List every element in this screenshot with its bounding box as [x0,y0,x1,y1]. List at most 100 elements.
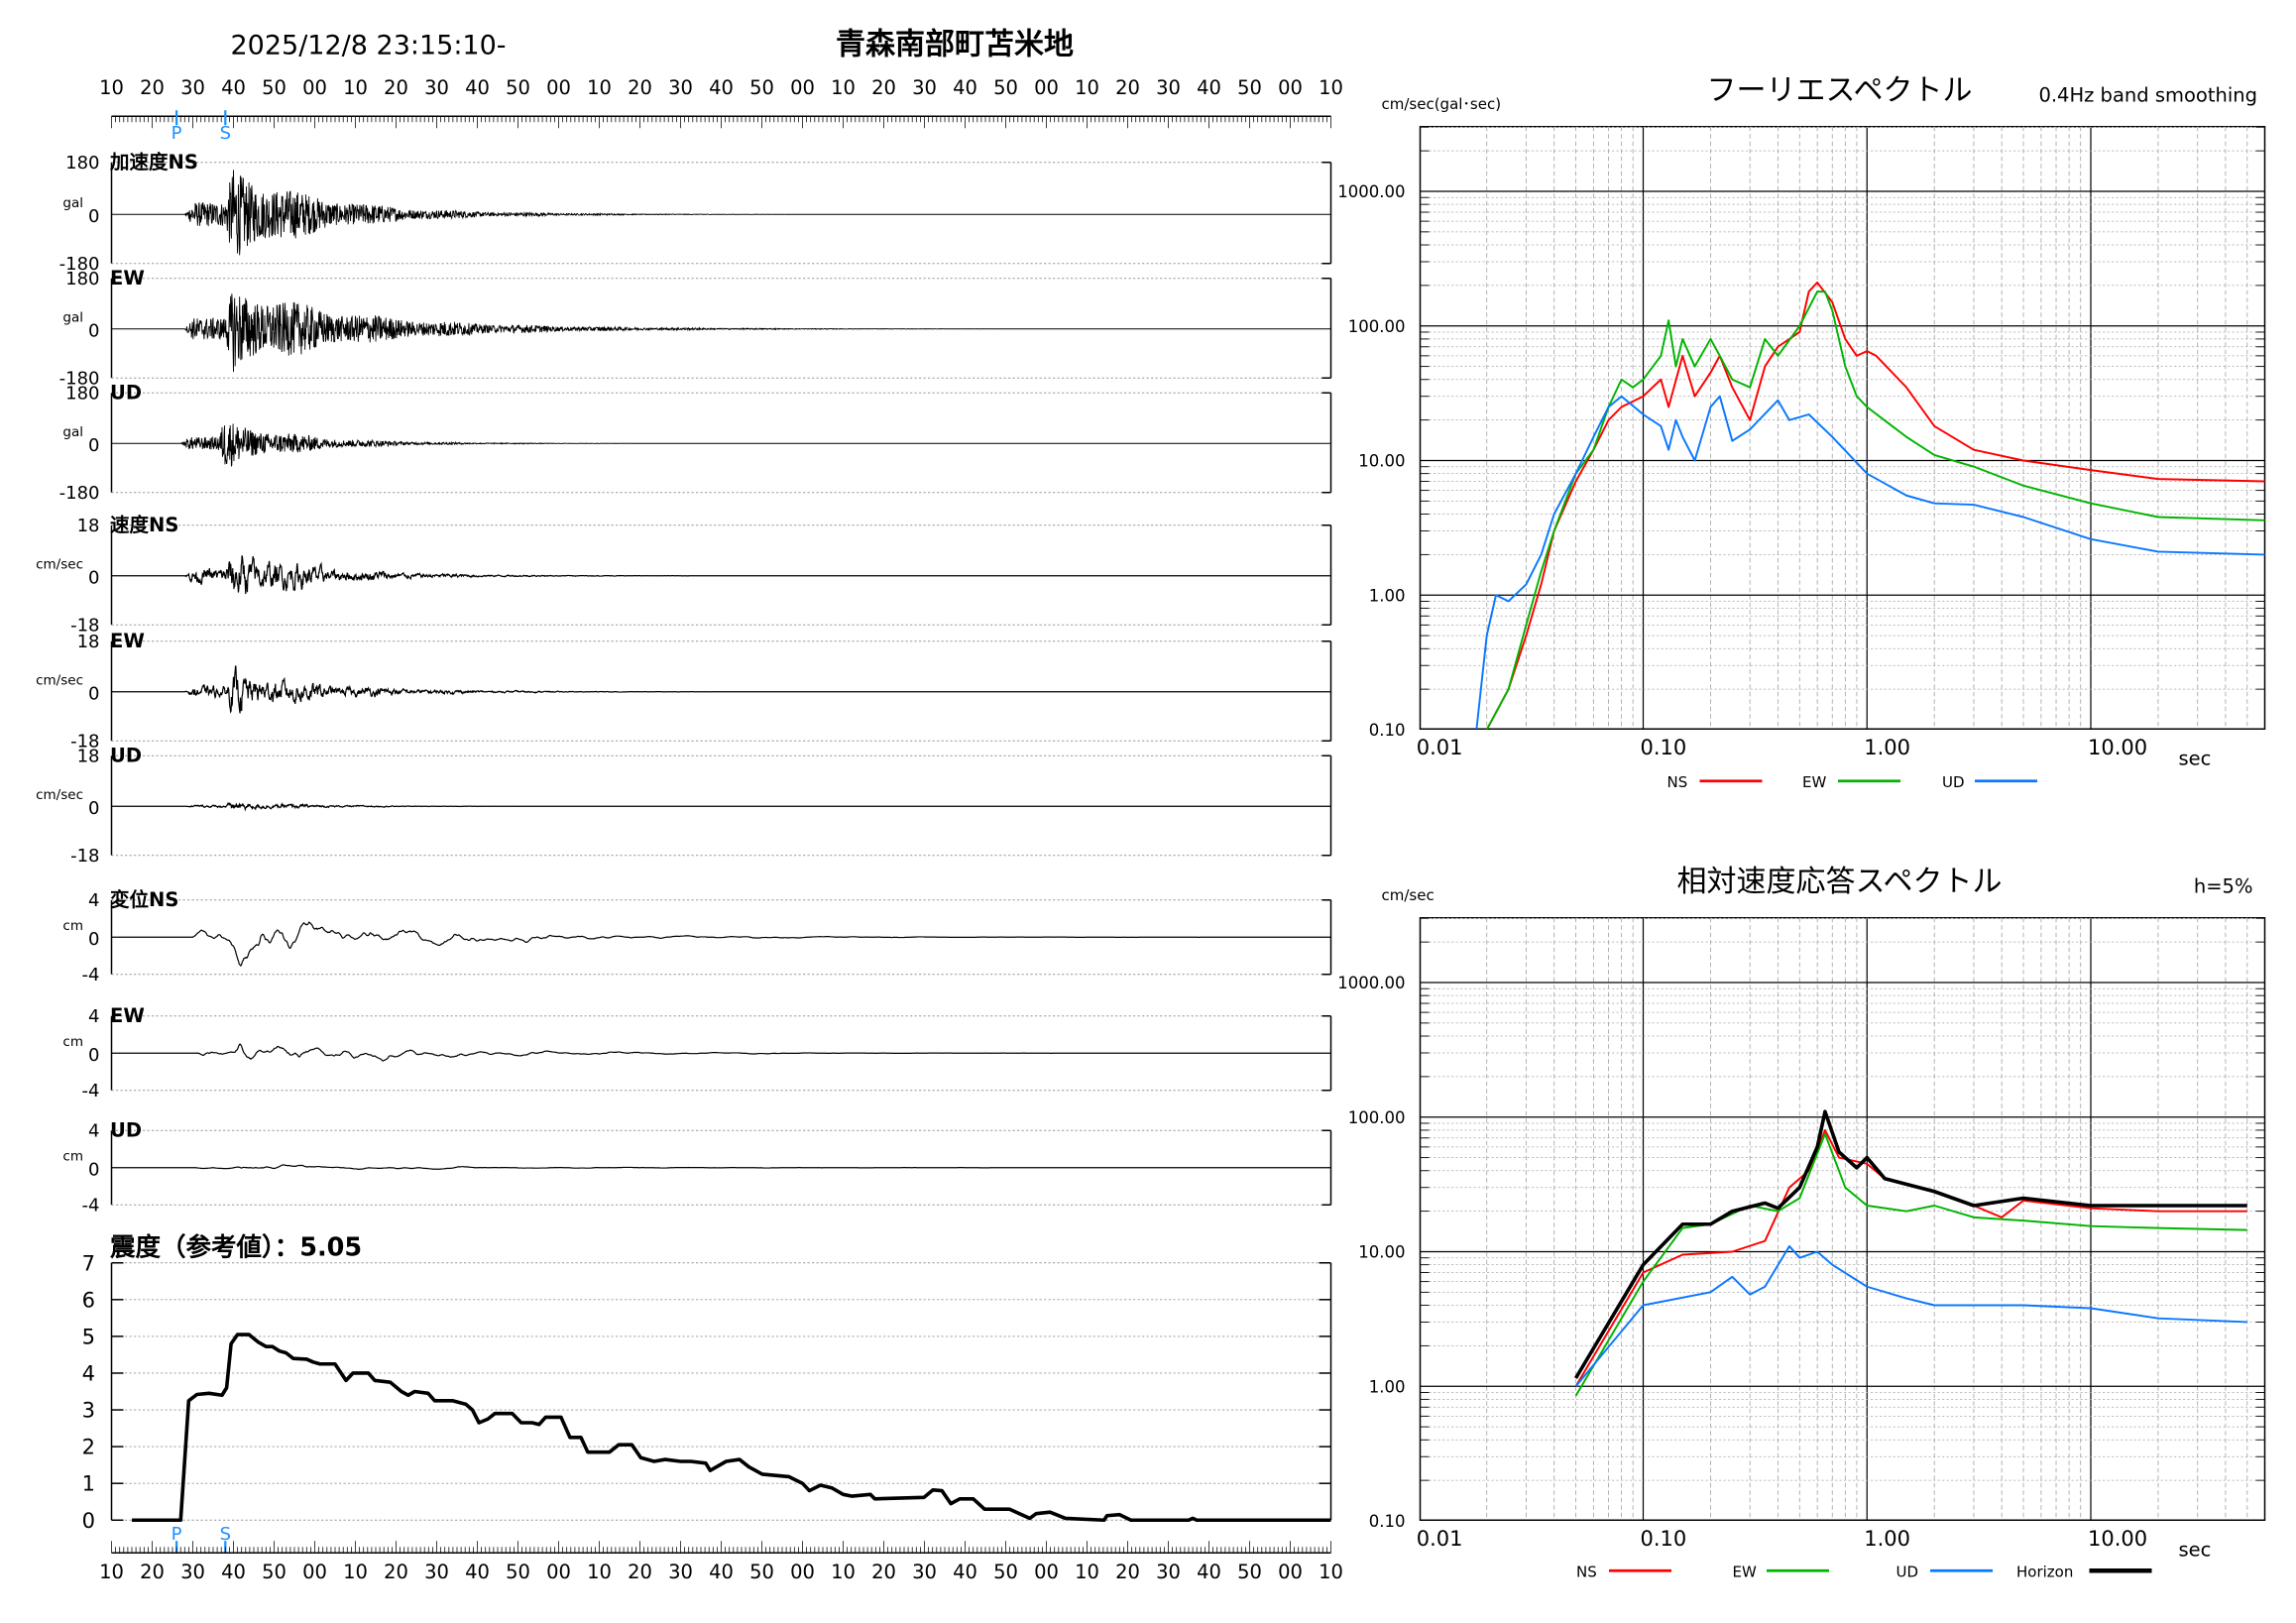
amplitude-zero-label: 0 [88,1159,99,1180]
waveform-panels: 1800-180gal加速度NS1800-180galEW1800-180gal… [36,151,1332,1216]
time-tick-label: 30 [668,1561,693,1583]
amplitude-max-label: 4 [88,1120,99,1141]
spectrum-plot-frame [1419,917,2266,1521]
amplitude-zero-label: 0 [88,1045,99,1066]
waveform-trace [111,665,1331,714]
intensity-chart: 震度（参考値）：5.05 0 1 2 3 4 5 6 7 P S [82,1232,1332,1554]
time-tick-label: 40 [465,1561,490,1583]
time-tick-label: 20 [871,76,896,99]
legend-label: UD [1896,1563,1919,1580]
intensity-ytick-label: 6 [82,1288,95,1312]
amplitude-max-label: 18 [77,516,100,536]
spectrum-ylabel: cm/sec(gal･sec) [1382,95,1502,113]
amplitude-min-label: -180 [59,368,100,389]
amplitude-min-label: -180 [59,254,100,275]
time-tick-label: 40 [221,1561,246,1583]
phase-label: S [220,123,231,144]
spectrum-ytick-label: 10.00 [1358,452,1405,471]
series-line-ns [1574,1128,2247,1387]
spectrum-title: フーリエスペクトル [1707,73,1973,108]
time-tick-label: 50 [749,1561,774,1583]
phase-label: S [220,1524,231,1545]
time-tick-label: 20 [1115,1561,1140,1583]
spectrum-title: 相対速度応答スペクトル [1677,865,2003,899]
amplitude-zero-label: 0 [88,320,99,341]
unit-label: gal [62,309,83,325]
time-tick-label: 50 [262,1561,287,1583]
time-tick-label: 10 [587,76,612,99]
series-line-ud [1574,1244,2247,1387]
time-tick-label: 40 [1197,76,1221,99]
time-tick-label: 10 [99,1561,124,1583]
spectrum-xtick-label: 0.01 [1417,736,1463,759]
time-tick-label: 00 [790,1561,815,1583]
waveform-trace [111,1164,1331,1170]
amplitude-min-label: -18 [70,731,99,752]
intensity-ytick-label: 0 [82,1509,95,1533]
intensity-ytick-label: 4 [82,1361,95,1385]
phase-label: P [172,123,182,144]
amplitude-max-label: 180 [65,153,99,174]
series-line-horizon [1574,1109,2247,1379]
intensity-ytick-label: 7 [82,1251,95,1275]
time-tick-label: 10 [99,76,124,99]
waveform-panel-3: 18 0 -18 cm/sec 速度NS [36,514,1332,636]
channel-label: 速度NS [110,514,178,536]
amplitude-zero-label: 0 [88,567,99,588]
amplitude-min-label: -4 [82,1195,100,1216]
amplitude-min-label: -18 [70,615,99,636]
time-tick-label: 00 [1034,76,1059,99]
spectrum-ytick-label: 1000.00 [1337,182,1405,201]
waveform-trace [111,423,1331,468]
time-tick-label: 20 [140,1561,165,1583]
time-tick-label: 40 [221,76,246,99]
time-tick-label: 00 [1278,76,1303,99]
time-tick-label: 50 [506,1561,530,1583]
time-tick-label: 10 [831,76,856,99]
waveform-trace [111,921,1331,968]
time-tick-label: 00 [302,1561,327,1583]
time-tick-label: 20 [628,76,652,99]
time-tick-label: 10 [831,1561,856,1583]
intensity-ytick-label: 1 [82,1472,95,1496]
channel-label: EW [110,630,145,652]
time-tick-label: 30 [912,1561,937,1583]
time-tick-label: 00 [302,76,327,99]
unit-label: cm [62,918,83,934]
spectrum-xtick-label: 10.00 [2088,1527,2147,1551]
legend-label: EW [1733,1563,1757,1580]
waveform-panel-7: 4 0 -4 cm EW [62,1004,1332,1101]
amplitude-min-label: -4 [82,965,100,985]
time-tick-label: 40 [709,76,734,99]
spectrum-ytick-label: 0.10 [1369,721,1406,740]
spectrum-xlabel: sec [2179,1538,2212,1561]
intensity-ytick-label: 2 [82,1436,95,1459]
spectrum-ytick-label: 100.00 [1348,1108,1406,1127]
spectrum-xlabel: sec [2179,747,2212,769]
time-tick-label: 10 [1075,1561,1099,1583]
channel-label: 加速度NS [109,151,198,174]
legend-label: NS [1667,773,1688,791]
time-tick-label: 20 [384,76,408,99]
amplitude-max-label: 18 [77,746,100,766]
legend-label: UD [1942,773,1965,791]
spectrum-ytick-label: 1.00 [1369,1377,1406,1396]
time-tick-label: 00 [546,1561,571,1583]
waveform-panel-8: 4 0 -4 cm UD [62,1118,1332,1216]
time-tick-label: 30 [1156,1561,1181,1583]
channel-label: UD [110,381,142,404]
time-tick-label: 50 [749,76,774,99]
top-time-axis: 10 20 30 40 50 00 10 20 30 40 50 00 10 20 30 40 50 00 10 20… [99,76,1343,144]
amplitude-max-label: 180 [65,269,99,290]
waveform-panel-2: 180 0 -180 gal UD [59,381,1332,504]
time-tick-label: 10 [1319,76,1343,99]
time-tick-label: 00 [1034,1561,1059,1583]
time-tick-label: 10 [343,76,368,99]
waveform-trace [111,802,1331,812]
amplitude-zero-label: 0 [88,435,99,456]
waveform-panel-1: 180 0 -180 gal EW [59,267,1332,389]
time-tick-label: 40 [465,76,490,99]
phase-label: P [172,1524,182,1545]
unit-label: cm/sec [36,672,83,688]
unit-label: cm [62,1148,83,1164]
